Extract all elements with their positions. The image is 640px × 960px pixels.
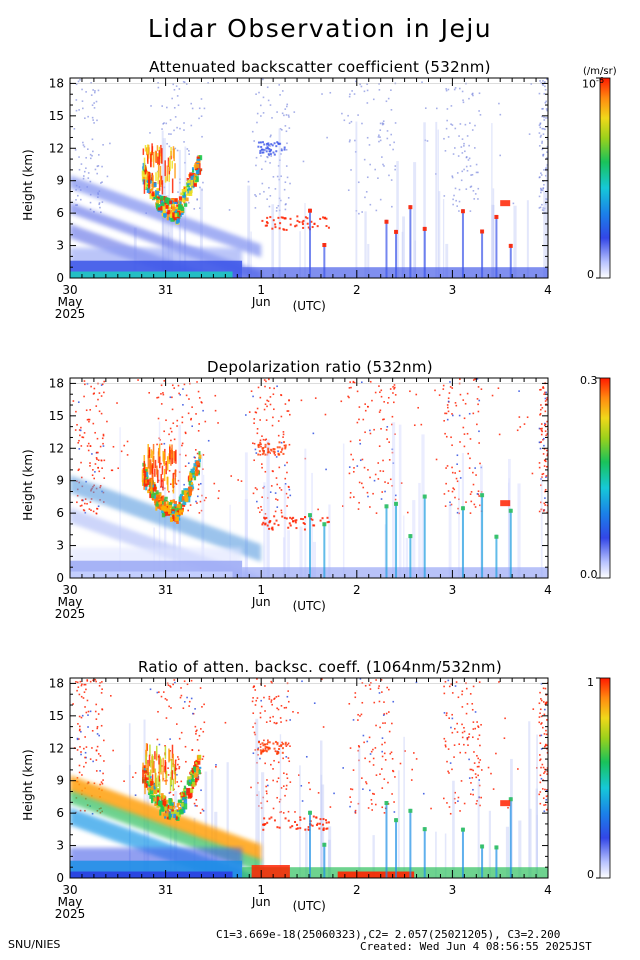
- x-unit: (UTC): [293, 899, 326, 913]
- cbar2-max: 0.3: [580, 374, 598, 387]
- x-tick-label: 2: [353, 283, 361, 297]
- x-tick-label: 2: [353, 883, 361, 897]
- footer-constants: C1=3.669e-18(25060323),C2= 2.057(2502120…: [216, 928, 561, 941]
- panel-2-title: Depolarization ratio (532nm): [207, 358, 433, 376]
- y-tick-label: 3: [56, 239, 64, 253]
- x-tick-label: 1: [257, 583, 265, 597]
- panel-1-title: Attenuated backscatter coefficient (532n…: [149, 58, 491, 76]
- heatmap-layer: [70, 678, 548, 878]
- x-tick-label: 4: [544, 283, 552, 297]
- y-tick-label: 12: [49, 441, 64, 455]
- cbar3-min: 0: [587, 868, 594, 881]
- x-tick-label: 31: [158, 283, 173, 297]
- heatmap-layer: [70, 78, 548, 278]
- x-month-may: May: [58, 895, 83, 909]
- x-tick-label: 1: [257, 883, 265, 897]
- x-tick-label: 30: [62, 883, 77, 897]
- y-tick-label: 18: [49, 676, 64, 690]
- y-tick-label: 18: [49, 376, 64, 390]
- colorbar: [599, 77, 611, 279]
- x-tick-label: 4: [544, 883, 552, 897]
- y-tick-label: 15: [49, 109, 64, 123]
- x-month-may: May: [58, 595, 83, 609]
- y-tick-label: 12: [49, 741, 64, 755]
- x-tick-label: 3: [449, 883, 457, 897]
- x-tick-label: 31: [158, 883, 173, 897]
- cbar3-max: 1: [587, 676, 594, 689]
- y-tick-label: 6: [56, 806, 64, 820]
- colorbar: [599, 677, 611, 879]
- x-month-jun: Jun: [251, 295, 271, 309]
- y-tick-label: 12: [49, 141, 64, 155]
- x-tick-label: 1: [257, 283, 265, 297]
- cbar1-max: 10-6: [582, 76, 604, 91]
- y-tick-label: 0: [56, 571, 64, 585]
- y-tick-label: 0: [56, 271, 64, 285]
- cbar2-min: 0.0: [580, 568, 598, 581]
- x-tick-label: 4: [544, 583, 552, 597]
- x-tick-label: 2: [353, 583, 361, 597]
- y-tick-label: 9: [56, 474, 64, 488]
- x-tick-label: 3: [449, 283, 457, 297]
- y-tick-label: 18: [49, 76, 64, 90]
- heatmap-layer: [70, 378, 548, 578]
- x-year: 2025: [55, 607, 86, 621]
- x-tick-label: 30: [62, 283, 77, 297]
- y-tick-label: 9: [56, 774, 64, 788]
- y-tick-label: 0: [56, 871, 64, 885]
- y-tick-label: 6: [56, 206, 64, 220]
- y-tick-label: 3: [56, 839, 64, 853]
- y-tick-label: 15: [49, 409, 64, 423]
- footer-institution: SNU/NIES: [8, 938, 61, 951]
- x-year: 2025: [55, 307, 86, 321]
- x-tick-label: 31: [158, 583, 173, 597]
- x-year: 2025: [55, 907, 86, 921]
- y-tick-label: 15: [49, 709, 64, 723]
- y-tick-label: 6: [56, 506, 64, 520]
- colorbar: [599, 377, 611, 579]
- x-month-jun: Jun: [251, 595, 271, 609]
- y-tick-label: 9: [56, 174, 64, 188]
- footer-created: Created: Wed Jun 4 08:56:55 2025JST: [360, 940, 592, 953]
- x-month-may: May: [58, 295, 83, 309]
- y-tick-label: 3: [56, 539, 64, 553]
- x-month-jun: Jun: [251, 895, 271, 909]
- cbar1-min: 0: [587, 268, 594, 281]
- panel-3-title: Ratio of atten. backsc. coeff. (1064nm/5…: [138, 658, 502, 676]
- x-tick-label: 3: [449, 583, 457, 597]
- x-unit: (UTC): [293, 299, 326, 313]
- x-tick-label: 30: [62, 583, 77, 597]
- cbar1-unit: (/m/sr): [583, 66, 617, 77]
- x-unit: (UTC): [293, 599, 326, 613]
- figure-title: Lidar Observation in Jeju: [147, 14, 493, 43]
